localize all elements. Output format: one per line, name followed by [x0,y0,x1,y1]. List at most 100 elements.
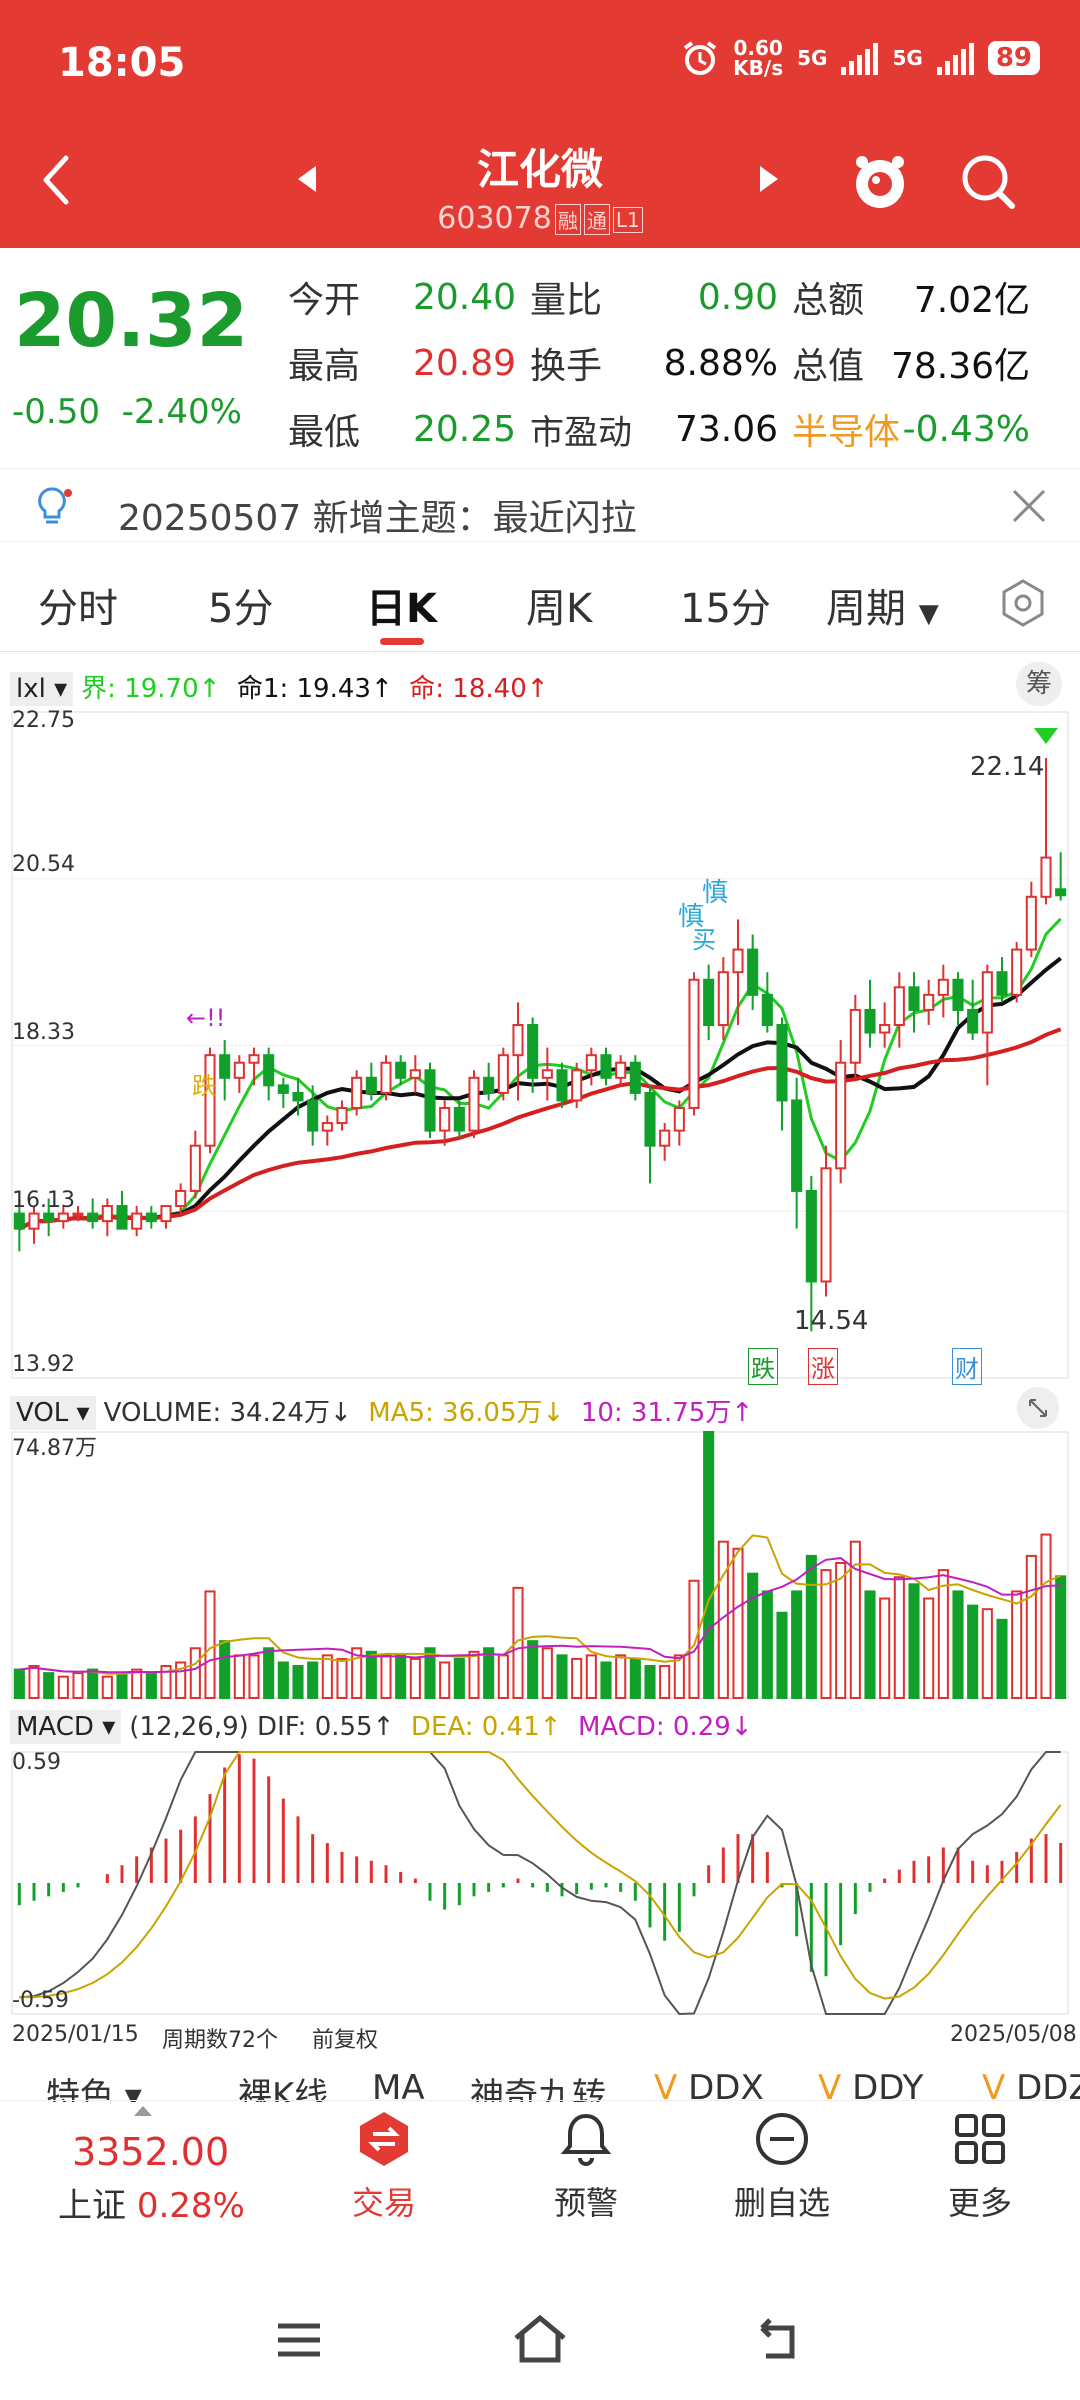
candle-body [556,1069,568,1102]
candle-body [101,1205,113,1223]
quote-label: 量比 [530,280,603,321]
signal-icon-1 [841,41,879,75]
feature-special[interactable]: 特色 ▾ [46,2076,142,2102]
nav-more[interactable]: 更多 [910,2110,1050,2224]
tag-connect: 通 [583,204,610,235]
mascot-icon[interactable] [850,150,910,214]
back-icon[interactable] [36,150,76,210]
tab-daily-k[interactable]: 日K [366,586,437,632]
candle-body [497,1054,509,1094]
volume-bar [248,1654,260,1699]
tag-level: L1 [612,206,643,233]
feature-ddx[interactable]: V DDX [654,2068,764,2102]
badge-fall[interactable]: 跌 [748,1348,778,1385]
indicator-selector[interactable]: lxl ▾ [10,672,74,706]
nav-trade[interactable]: 交易 [314,2110,454,2224]
settings-icon[interactable] [998,578,1048,628]
stock-code-row: 603078 融通 L1 [300,201,780,236]
search-icon[interactable] [958,150,1018,214]
adjust-type[interactable]: 前复权 [312,2028,379,2053]
volume-bar [908,1583,920,1699]
badge-finance[interactable]: 财 [952,1348,982,1385]
active-tab-indicator [380,638,424,645]
macd-indicator-selector[interactable]: MACD ▾ [10,1710,122,1744]
expand-up-icon[interactable] [132,2104,154,2118]
y-axis-label: 13.92 [12,1352,75,1377]
macd-legend: MACD ▾ (12,26,9) DIF: 0.55↑ DEA: 0.41↑ MA… [10,1710,753,1744]
candle-body [307,1099,319,1132]
volume-bar [659,1665,671,1699]
sector-change: -0.43% [902,408,1030,450]
tab-intraday[interactable]: 分时 [38,586,118,632]
candle-body [952,978,964,1011]
index-value[interactable]: 3352.00 [72,2130,230,2174]
badge-limit-up[interactable]: 涨 [808,1348,838,1385]
price-change: -0.50 -2.40% [12,392,242,432]
volume-bar [644,1665,656,1699]
volume-bar [805,1554,817,1699]
quote-value: 8.88% [663,342,778,384]
volume-bar [175,1661,187,1700]
nav-remove-watchlist[interactable]: 删自选 [712,2110,852,2224]
volume-indicator-selector[interactable]: VOL ▾ [10,1396,96,1430]
y-axis-label: 18.33 [12,1020,75,1045]
quote-row: 最高 20.89 换手 8.88% 总值 78.36亿 [288,330,1068,396]
legend-item: MA5: 36.05万↓ [368,1398,565,1428]
candle-body [849,1008,861,1064]
feature-ddy[interactable]: V DDY [818,2068,924,2102]
next-stock-icon[interactable] [760,166,778,192]
tab-15min[interactable]: 15分 [680,586,771,632]
quote-row: 最低 20.25 市盈动 73.06 半导体 -0.43% [288,396,1068,462]
home-icon[interactable] [510,2314,570,2364]
legend-item: DEA: 0.41↑ [410,1712,562,1742]
volume-bar [1055,1575,1067,1700]
stock-title: 江化微 603078 融通 L1 [300,136,780,236]
tab-weekly-k[interactable]: 周K [526,586,593,632]
candle-body [923,993,935,1011]
volume-bar [131,1668,143,1699]
volume-bar [776,1611,788,1699]
menu-icon[interactable] [274,2320,324,2360]
quote-label: 今开 [288,280,361,321]
period-count: 周期数72个 [162,2028,278,2053]
candle-body [28,1212,40,1230]
sector-link[interactable]: 半导体 [792,412,901,453]
volume-bar [233,1654,245,1699]
kline-legend: lxl ▾ 界: 19.70↑ 命1: 19.43↑ 命: 18.40↑ [10,668,549,706]
feature-ddz[interactable]: V DDZ [982,2068,1080,2102]
candle-body [365,1076,377,1094]
signal-annotation: 跌 [192,1072,216,1100]
volume-bar [439,1661,451,1700]
feature-nine-turn[interactable]: 神奇九转 [470,2076,606,2102]
nav-alert[interactable]: 预警 [516,2110,656,2224]
quote-label: 总额 [792,280,865,321]
tab-5min[interactable]: 5分 [208,586,274,632]
chart-canvas[interactable] [0,0,1080,2060]
period-tabs: 分时 5分 日K 周K 15分 周期 ▼ [0,560,1080,652]
chip-distribution-button[interactable]: 筹 [1016,662,1062,706]
candle-body [468,1076,480,1132]
quote-label: 换手 [530,346,603,387]
candle-body [453,1106,465,1132]
prev-stock-icon[interactable] [298,166,316,192]
volume-legend: VOL ▾ VOLUME: 34.24万↓ MA5: 36.05万↓ 10: 31… [10,1392,753,1430]
expand-icon[interactable] [1016,1386,1060,1430]
quote-label: 最高 [288,346,361,387]
candle-body [585,1054,597,1072]
notice-bar[interactable]: 20250507 新增主题：最近闪拉 [0,468,1080,542]
chevron-down-icon: ▼ [918,599,939,629]
system-nav-bar [0,2290,1080,2400]
close-icon[interactable] [1010,487,1048,525]
index-name[interactable]: 上证 0.28% [58,2186,245,2226]
volume-bar [923,1597,935,1699]
feature-ma[interactable]: MA [372,2068,425,2102]
back-nav-icon[interactable] [754,2314,804,2364]
quote-grid: 今开 20.40 量比 0.90 总额 7.02亿 最高 20.89 换手 8.88% 总… [288,264,1068,462]
volume-bar [820,1569,832,1699]
feature-naked-k[interactable]: 裸K线 [238,2076,329,2102]
tab-period[interactable]: 周期 ▼ [826,586,939,632]
candle-body [380,1061,392,1094]
candle-body [747,948,759,996]
volume-bar [761,1590,773,1700]
volume-bar [703,1431,715,1699]
